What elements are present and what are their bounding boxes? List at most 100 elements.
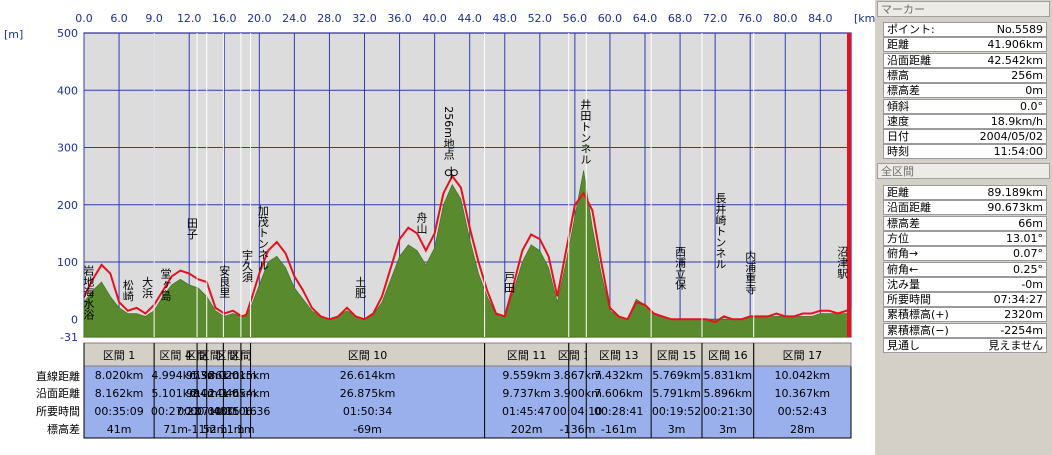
total_panel-row-value: 89.189km (987, 186, 1043, 199)
marker_panel-row: 時刻 11:54:00 (883, 144, 1047, 160)
marker-panel-title: マーカー (877, 1, 1050, 17)
end-marker-bar (847, 33, 851, 337)
section-straight: 1.986km (191, 369, 240, 382)
section-time: 00:11:16 (207, 405, 256, 418)
x-tick-label: 36.0 (387, 12, 412, 25)
place-label: 西浦立保 (674, 246, 687, 291)
section-time: 00:28:41 (594, 405, 643, 418)
section-along: 994m (186, 387, 218, 400)
total_panel-row: 累積標高(+) 2320m (883, 307, 1047, 323)
x-tick-label: 72.0 (703, 12, 728, 25)
x-tick-label: 28.0 (317, 12, 342, 25)
total_panel-row: 所要時間 07:34:27 (883, 292, 1047, 308)
section-time: 01:50:34 (343, 405, 392, 418)
total_panel-row-key: 所要時間 (887, 293, 931, 307)
section-time: 00:27:23 (151, 405, 200, 418)
section-straight: 973m (186, 369, 218, 382)
marker_panel-row: 日付 2004/05/02 (883, 129, 1047, 145)
section-name: 区間 11 (507, 349, 547, 362)
marker_panel-row: 沿面距離 42.542km (883, 52, 1047, 68)
section-along: 9.737km (502, 387, 551, 400)
section-straight: 9.559km (502, 369, 551, 382)
total_panel-row: 俯角→ 0.07° (883, 246, 1047, 262)
section-along: 1.054km (221, 387, 270, 400)
total_panel-row-value: 13.01° (1006, 231, 1043, 245)
total_panel-row: 見通し 見えません (883, 338, 1047, 353)
row-label-elev: 標高差 (47, 423, 80, 436)
place-label: 内浦重寺 (744, 249, 757, 294)
section-elev: 11m (220, 423, 245, 436)
y-tick-label: 400 (57, 84, 78, 97)
elevation-profile-chart[interactable]: 0.0 6.0 9.0 12.0 16.0 20.0 24.0 28.0 32.0 36.0 40.… (0, 0, 875, 455)
place-label: 岩地海水浴 (82, 264, 95, 321)
total_panel-row-value: 見えません (988, 339, 1043, 352)
section-name: 区間 4 (159, 349, 192, 362)
place-label: 土肥 (354, 276, 367, 298)
x-unit-label: [km] (854, 12, 875, 25)
section-elev: -136m (560, 423, 596, 436)
section-name: 区間 15 (657, 349, 697, 362)
total_panel-row: 沿面距離 90.673km (883, 200, 1047, 216)
section-along: 26.875km (340, 387, 396, 400)
section-straight: 8.020km (95, 369, 144, 382)
place-label: 安良里 (218, 264, 231, 298)
row-label-time: 所要時間 (36, 405, 80, 418)
marker_panel-row-value: No.5589 (996, 23, 1043, 36)
x-tick-label: 64.0 (633, 12, 658, 25)
y-tick-label: 200 (57, 199, 78, 212)
x-tick-label: 68.0 (668, 12, 693, 25)
section-name: 区間 7 (216, 349, 249, 362)
place-label: 井田トンネル (579, 98, 592, 165)
section-elev: 28m (790, 423, 815, 436)
total_panel-row-value: 90.673km (987, 201, 1043, 215)
profile-svg: 0.0 6.0 9.0 12.0 16.0 20.0 24.0 28.0 32.0 36.0 40.… (4, 12, 875, 439)
x-tick-label: 76.0 (738, 12, 763, 25)
section-name: 区間 10 (348, 349, 388, 362)
section-elev: -11m (188, 423, 217, 436)
section-name: 区間 16 (708, 349, 748, 362)
total_panel-row-key: 距離 (887, 186, 909, 199)
total_panel-row-key: 標高差 (887, 216, 920, 230)
place-label: 堂ヶ島 (159, 267, 172, 301)
place-label: 沼津駅 (836, 245, 849, 280)
place-label: 戸田 (503, 271, 516, 293)
row-label-along: 沿面距離 (36, 387, 80, 400)
total_panel-row: 距離 89.189km (883, 185, 1047, 200)
total_panel-row: 標高差 66m (883, 215, 1047, 231)
section-along: 3.900km (553, 387, 602, 400)
marker_panel-row-value: 42.542km (987, 53, 1043, 67)
section-along: 2.046km (208, 387, 257, 400)
total_panel-row-value: 2320m (1004, 308, 1043, 322)
total_panel-row: 方位 13.01° (883, 230, 1047, 246)
place-label: 256m地点 (442, 106, 455, 160)
section-time: 00:04:10 (553, 405, 602, 418)
section-along: 7.606km (594, 387, 643, 400)
marker_panel-row-key: 標高差 (887, 84, 920, 98)
total_panel-row-value: 0.07° (1013, 247, 1043, 261)
x-tick-label: 84.0 (808, 12, 833, 25)
marker_panel-row-value: 2004/05/02 (979, 130, 1043, 144)
total_panel-row-key: 沿面距離 (887, 201, 931, 215)
marker_panel-row-key: 傾斜 (887, 99, 909, 113)
section-name: 区間 13 (599, 349, 639, 362)
marker_panel-row: 速度 18.9km/h (883, 113, 1047, 129)
marker_panel-row-value: 11:54:00 (993, 145, 1043, 159)
x-tick-label: 9.0 (145, 12, 163, 25)
marker_panel-row-key: 速度 (887, 114, 909, 128)
section-elev: -69m (353, 423, 382, 436)
section-name: 区間 1 (103, 349, 136, 362)
place-label: 宇久須 (241, 249, 254, 283)
x-tick-label: 80.0 (773, 12, 798, 25)
total_panel-row-key: 俯角← (887, 262, 919, 276)
marker_panel-row: 標高 256m (883, 67, 1047, 83)
x-tick-label: 20.0 (247, 12, 272, 25)
section-time: 00:07:48 (177, 405, 226, 418)
y-tick-label: 300 (57, 142, 78, 155)
info-sidebar: マーカー ポイント: No.5589 距離 41.906km 沿面距離 42.542km 標… (877, 0, 1052, 455)
total_panel-row-key: 見通し (887, 339, 920, 352)
section-straight: 1.015km (221, 369, 270, 382)
x-tick-label: 52.0 (528, 12, 553, 25)
marker_panel-row-key: 標高 (887, 68, 909, 82)
section-along: 5.101km (151, 387, 200, 400)
